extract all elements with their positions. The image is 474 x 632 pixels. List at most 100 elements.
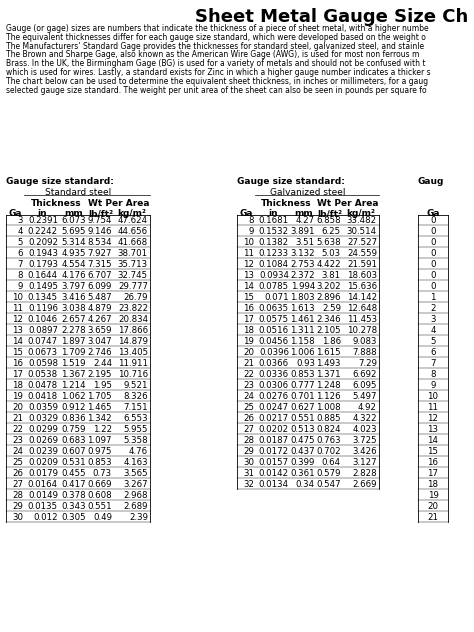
Text: 0.071: 0.071 — [264, 293, 289, 302]
Text: 0.1495: 0.1495 — [28, 282, 58, 291]
Text: 0.2092: 0.2092 — [28, 238, 58, 247]
Text: 27: 27 — [243, 425, 254, 434]
Text: 4.935: 4.935 — [62, 249, 86, 258]
Text: 5: 5 — [18, 238, 23, 247]
Text: 0.0217: 0.0217 — [259, 414, 289, 423]
Text: 0.1345: 0.1345 — [28, 293, 58, 302]
Text: 1.519: 1.519 — [62, 359, 86, 368]
Text: 2.346: 2.346 — [316, 315, 341, 324]
Text: 24: 24 — [12, 447, 23, 456]
Text: 5.03: 5.03 — [322, 249, 341, 258]
Text: 4.422: 4.422 — [316, 260, 341, 269]
Text: 18: 18 — [12, 381, 23, 390]
Text: 2.896: 2.896 — [317, 293, 341, 302]
Text: Gaug: Gaug — [418, 177, 444, 186]
Text: 13: 13 — [428, 425, 438, 434]
Text: 12: 12 — [243, 260, 254, 269]
Text: mm: mm — [295, 209, 313, 219]
Text: 1.006: 1.006 — [291, 348, 315, 357]
Text: 5.358: 5.358 — [123, 436, 148, 445]
Text: 1.008: 1.008 — [316, 403, 341, 412]
Text: 5.638: 5.638 — [316, 238, 341, 247]
Text: 26: 26 — [12, 469, 23, 478]
Text: 0.777: 0.777 — [291, 381, 315, 390]
Text: 1.709: 1.709 — [62, 348, 86, 357]
Text: 0.378: 0.378 — [61, 491, 86, 500]
Text: 18.603: 18.603 — [347, 271, 377, 280]
Text: 10.278: 10.278 — [347, 326, 377, 335]
Text: 0: 0 — [430, 271, 436, 280]
Text: 1: 1 — [430, 293, 436, 302]
Text: 0.475: 0.475 — [291, 436, 315, 445]
Text: Gauge size standard:: Gauge size standard: — [6, 177, 114, 186]
Text: 29: 29 — [12, 502, 23, 511]
Text: 0.759: 0.759 — [62, 425, 86, 434]
Text: Brass. In the UK, the Birmingham Gage (BG) is used for a variety of metals and s: Brass. In the UK, the Birmingham Gage (B… — [6, 59, 426, 68]
Text: 3.127: 3.127 — [352, 458, 377, 467]
Text: 13.405: 13.405 — [118, 348, 148, 357]
Text: 0.0179: 0.0179 — [28, 469, 58, 478]
Text: 0.34: 0.34 — [296, 480, 315, 489]
Text: 8: 8 — [430, 370, 436, 379]
Text: Thickness: Thickness — [261, 199, 311, 208]
Text: 14: 14 — [428, 436, 438, 445]
Text: 16: 16 — [12, 359, 23, 368]
Text: 15.636: 15.636 — [347, 282, 377, 291]
Text: 1.367: 1.367 — [61, 370, 86, 379]
Text: 14: 14 — [243, 282, 254, 291]
Text: 3.81: 3.81 — [322, 271, 341, 280]
Text: which is used for wires. Lastly, a standard exists for Zinc in which a higher ga: which is used for wires. Lastly, a stand… — [6, 68, 430, 77]
Text: 17: 17 — [12, 370, 23, 379]
Text: 23.822: 23.822 — [118, 304, 148, 313]
Text: 47.624: 47.624 — [118, 216, 148, 225]
Text: 0.012: 0.012 — [33, 513, 58, 522]
Text: 4.176: 4.176 — [61, 271, 86, 280]
Text: 12: 12 — [12, 315, 23, 324]
Text: 2.746: 2.746 — [87, 348, 112, 357]
Text: 7: 7 — [18, 260, 23, 269]
Text: 5.695: 5.695 — [62, 227, 86, 236]
Text: 18: 18 — [428, 480, 438, 489]
Text: 24.559: 24.559 — [347, 249, 377, 258]
Text: 2.657: 2.657 — [61, 315, 86, 324]
Text: 5: 5 — [430, 337, 436, 346]
Text: 0.551: 0.551 — [87, 502, 112, 511]
Text: 7.315: 7.315 — [87, 260, 112, 269]
Text: 16: 16 — [428, 458, 438, 467]
Text: 2.105: 2.105 — [316, 326, 341, 335]
Text: 1.062: 1.062 — [61, 392, 86, 401]
Text: 1.22: 1.22 — [93, 425, 112, 434]
Text: 1.214: 1.214 — [61, 381, 86, 390]
Text: 2: 2 — [430, 304, 436, 313]
Text: 11: 11 — [12, 304, 23, 313]
Text: 4.27: 4.27 — [296, 216, 315, 225]
Text: 6: 6 — [18, 249, 23, 258]
Text: 0.0934: 0.0934 — [259, 271, 289, 280]
Text: The chart below can be used to determine the equivalent sheet thickness, in inch: The chart below can be used to determine… — [6, 77, 428, 86]
Text: 9: 9 — [249, 227, 254, 236]
Text: 0.912: 0.912 — [62, 403, 86, 412]
Text: 0.0366: 0.0366 — [259, 359, 289, 368]
Text: 0.669: 0.669 — [88, 480, 112, 489]
Text: 0.1382: 0.1382 — [259, 238, 289, 247]
Text: 0.0269: 0.0269 — [28, 436, 58, 445]
Text: 20: 20 — [428, 502, 438, 511]
Text: 6.707: 6.707 — [87, 271, 112, 280]
Text: 0.531: 0.531 — [61, 458, 86, 467]
Text: 8.534: 8.534 — [87, 238, 112, 247]
Text: 0.0239: 0.0239 — [28, 447, 58, 456]
Text: 2.968: 2.968 — [124, 491, 148, 500]
Text: 20: 20 — [243, 348, 254, 357]
Text: 1.342: 1.342 — [87, 414, 112, 423]
Text: 0.1233: 0.1233 — [259, 249, 289, 258]
Text: 0: 0 — [430, 216, 436, 225]
Text: 1.493: 1.493 — [317, 359, 341, 368]
Text: 13: 13 — [12, 326, 23, 335]
Text: 6.099: 6.099 — [88, 282, 112, 291]
Text: 33.482: 33.482 — [347, 216, 377, 225]
Text: 2.372: 2.372 — [291, 271, 315, 280]
Text: 3.565: 3.565 — [123, 469, 148, 478]
Text: 0.0747: 0.0747 — [28, 337, 58, 346]
Text: 0: 0 — [430, 260, 436, 269]
Text: 0.0516: 0.0516 — [259, 326, 289, 335]
